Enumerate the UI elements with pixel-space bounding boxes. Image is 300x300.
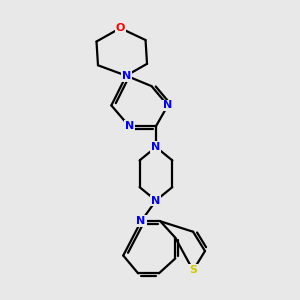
Text: N: N bbox=[124, 121, 134, 131]
Text: N: N bbox=[151, 196, 160, 206]
Text: S: S bbox=[189, 266, 197, 275]
Text: N: N bbox=[151, 142, 160, 152]
Text: N: N bbox=[122, 71, 131, 81]
Text: O: O bbox=[116, 23, 125, 33]
Text: N: N bbox=[136, 216, 146, 226]
Text: N: N bbox=[163, 100, 172, 110]
